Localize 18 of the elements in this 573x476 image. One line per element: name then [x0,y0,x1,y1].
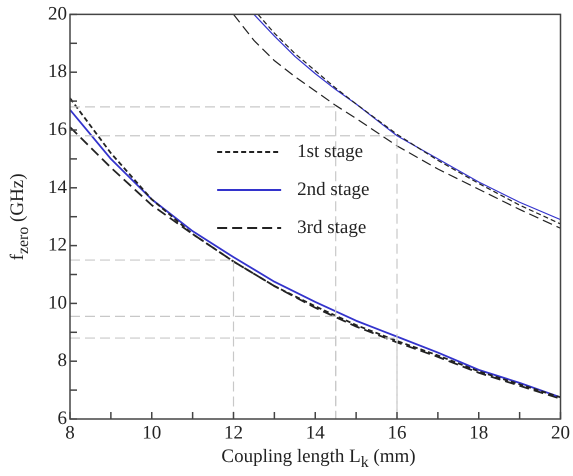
x-axis-title: Coupling length L$_{k}$ (mm) [220,446,417,472]
x-tick-label: 10 [142,422,162,444]
y-tick-label: 6 [58,408,67,429]
x-tick-label: 16 [388,422,406,444]
legend-label: 1st stage [297,140,364,162]
legend-label: 2nd stage [297,178,370,200]
x-tick-label: 14 [306,422,326,444]
legend-label: 3rd stage [297,216,366,238]
y-tick-label: 16 [48,118,67,140]
y-tick-label: 12 [48,234,67,256]
y-tick-label: 18 [48,61,67,82]
x-tick-label: 12 [224,422,243,444]
y-tick-label: 10 [48,292,67,314]
y-tick-label: 8 [58,350,67,372]
y-tick-label: 20 [48,3,67,24]
x-tick-label: 18 [469,422,488,444]
x-tick-label: 20 [551,422,570,444]
y-tick-label: 14 [48,176,68,198]
